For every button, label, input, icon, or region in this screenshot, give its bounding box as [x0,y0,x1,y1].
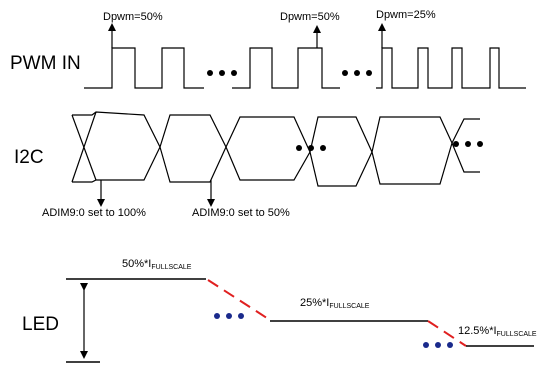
dpwm-label-3: Dpwm=25% [376,9,436,21]
led-level-label-2-sub: FULLSCALE [329,303,369,310]
i2c-ellipsis-2 [453,141,483,147]
led-level-label-1-sub: FULLSCALE [151,264,191,271]
pwm-row-label: PWM IN [10,53,81,74]
led-ellipsis-2 [423,342,453,348]
i2c-row-label: I2C [14,147,44,168]
pwm-waveform [84,47,526,89]
led-level-label-2-prefix: 25%*I [300,297,329,309]
led-waveform [66,278,534,363]
led-level-label-2: 25%*IFULLSCALE [300,297,370,310]
led-level-label-1-prefix: 50%*I [122,258,151,270]
i2c-waveform [71,111,480,187]
led-level-label-3-prefix: 12.5%*I [458,325,497,337]
led-row-label: LED [22,314,59,335]
led-level-label-1: 50%*IFULLSCALE [122,258,192,271]
pwm-ellipsis-2 [342,70,372,76]
adim-label-1: ADIM9:0 set to 100% [42,207,146,219]
pwm-segment-2 [232,47,340,89]
pwm-ellipsis-1 [207,70,237,76]
dpwm-label-2: Dpwm=50% [280,11,340,23]
led-transition-1 [207,279,271,321]
led-transition-2 [427,320,467,347]
i2c-top-line [72,111,480,154]
pwm-segment-1 [84,47,204,89]
led-ellipsis-1 [214,313,244,319]
i2c-ellipsis-1 [296,145,326,151]
led-level-label-3: 12.5%*IFULLSCALE [458,325,537,338]
led-level-label-3-sub: FULLSCALE [497,331,537,338]
i2c-bottom-line [72,141,480,187]
dpwm-label-1: Dpwm=50% [103,11,163,23]
adim-label-2: ADIM9:0 set to 50% [192,207,290,219]
pwm-segment-3 [376,47,526,89]
i2c-cross-1b [71,111,97,183]
